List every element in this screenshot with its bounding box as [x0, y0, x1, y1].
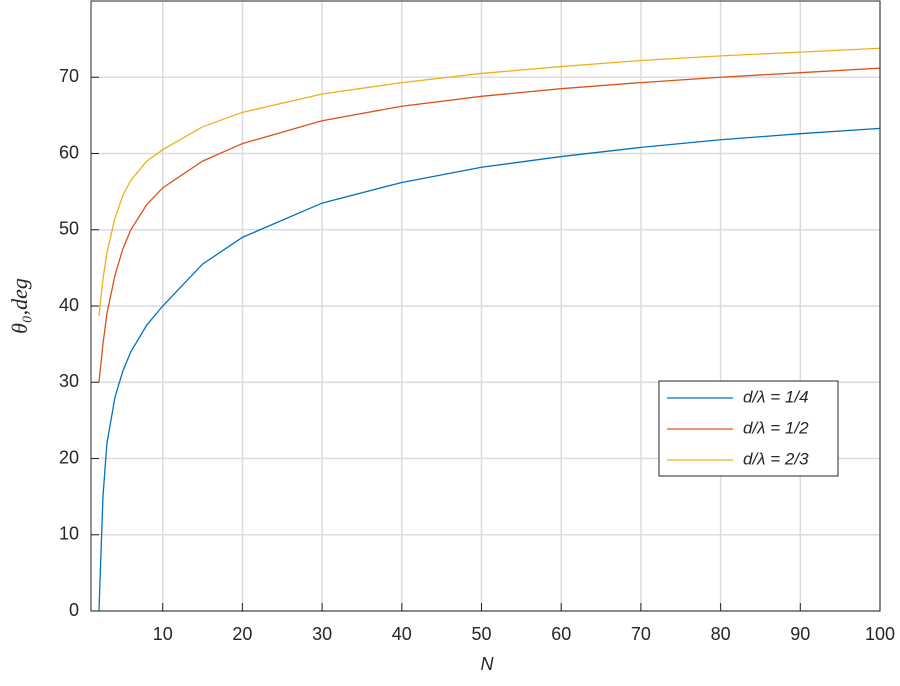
- x-tick-label: 50: [471, 624, 491, 644]
- x-tick-label: 40: [392, 624, 412, 644]
- line: [98, 127, 881, 612]
- x-tick-label: 70: [631, 624, 651, 644]
- y-tick-label: 50: [59, 219, 79, 239]
- y-tick-label: 30: [59, 371, 79, 391]
- y-tick-label: 70: [59, 66, 79, 86]
- x-tick-label: 60: [551, 624, 571, 644]
- plot-border: [90, 0, 881, 612]
- y-tick-label: 10: [59, 524, 79, 544]
- x-tick-label: 30: [312, 624, 332, 644]
- line: [98, 47, 881, 316]
- line: [98, 67, 881, 383]
- x-tick-label: 100: [865, 624, 895, 644]
- x-tick-label: 90: [790, 624, 810, 644]
- y-tick-label: 60: [59, 142, 79, 162]
- y-tick-label: 20: [59, 447, 79, 467]
- legend-label: d/λ = 1/4: [743, 387, 809, 406]
- legend-label: d/λ = 2/3: [743, 449, 809, 468]
- x-axis-label: N: [481, 654, 495, 674]
- x-tick-label: 20: [232, 624, 252, 644]
- y-axis-label: θ₀,deg: [7, 278, 32, 334]
- legend-label: d/λ = 1/2: [743, 418, 809, 437]
- y-tick-label: 0: [69, 600, 79, 620]
- x-tick-label: 10: [153, 624, 173, 644]
- y-tick-label: 40: [59, 295, 79, 315]
- x-tick-label: 80: [711, 624, 731, 644]
